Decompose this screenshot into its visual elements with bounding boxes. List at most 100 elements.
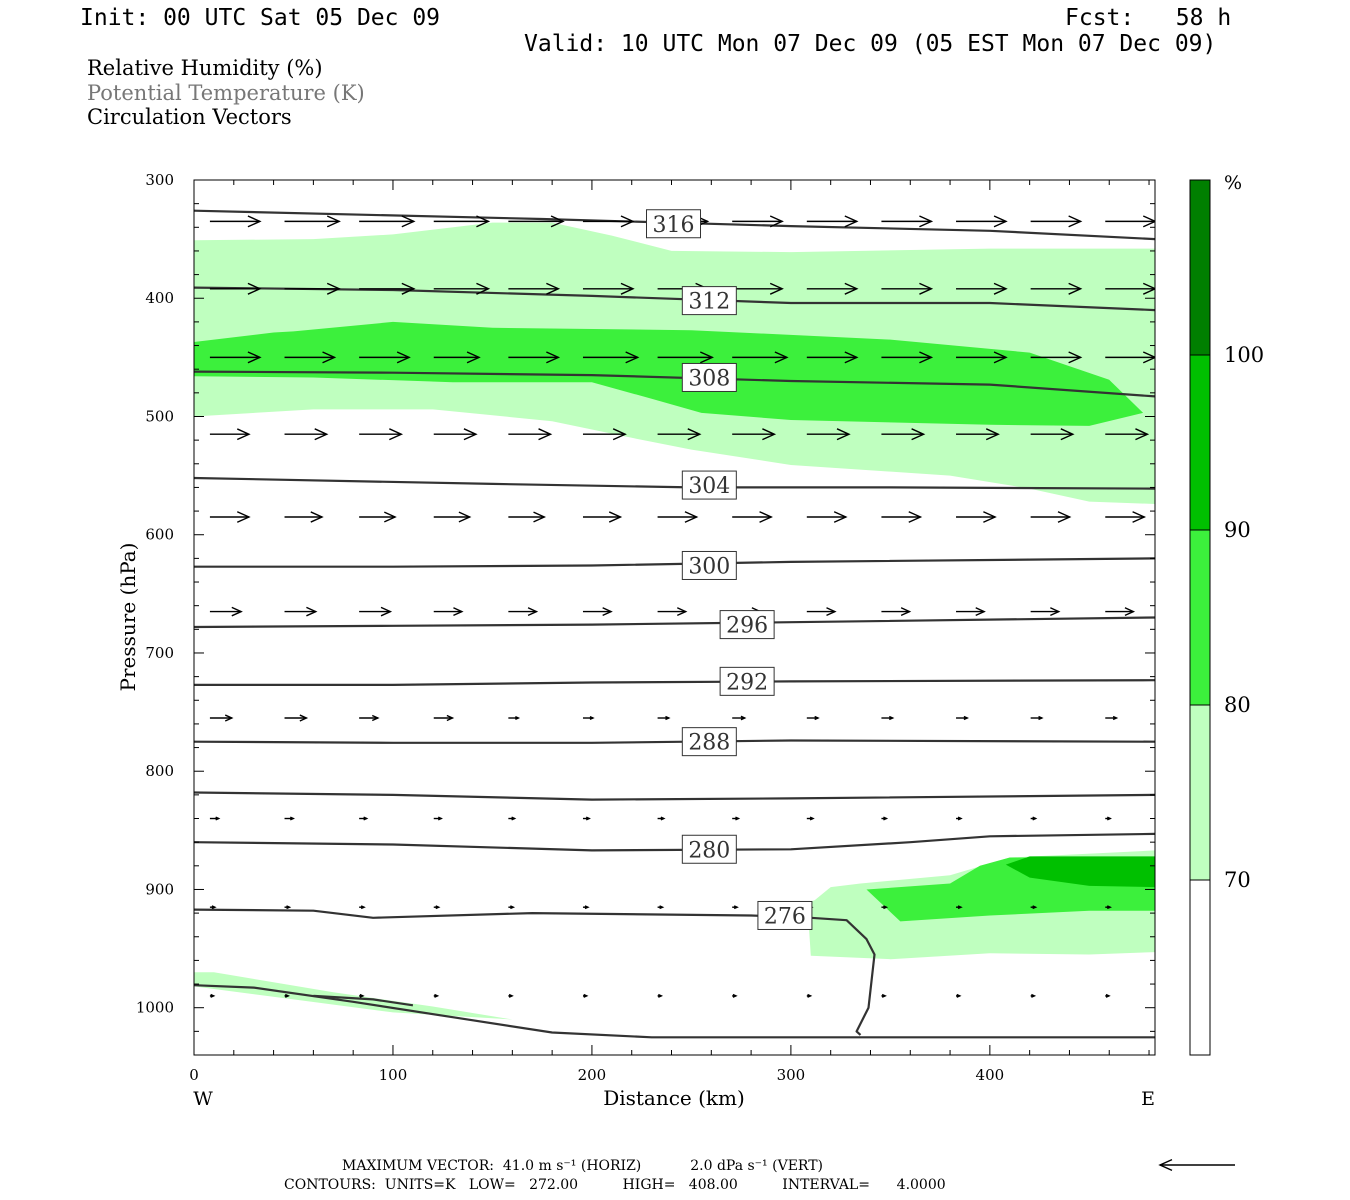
vector-r4-c6: [657, 511, 699, 523]
vector-r0-c5: [582, 215, 635, 228]
vector-r1-c10: [956, 282, 1008, 295]
theta-label-300: 300: [688, 554, 730, 579]
footer-max-vector: MAXIMUM VECTOR: 41.0 m s⁻¹ (HORIZ) 2.0 d…: [342, 1158, 824, 1174]
vector-r9-c1: [284, 993, 290, 998]
reference-vector-arrow: [1158, 1158, 1235, 1172]
vector-r7-c9: [881, 816, 889, 821]
vector-r9-c2: [359, 993, 365, 998]
colorbar-seg-3: [1189, 354, 1211, 531]
vector-r1-c7: [732, 282, 784, 295]
vector-r6-c7: [732, 715, 747, 721]
vector-r1-c0: [209, 282, 262, 295]
theta-label-304: 304: [688, 474, 730, 499]
theta-label-288: 288: [688, 731, 730, 756]
vector-r7-c7: [732, 816, 741, 821]
rh-region-70-5: [194, 972, 513, 1020]
theta-contour-300-4: [194, 557, 1155, 568]
vector-r5-c10: [956, 607, 986, 617]
y-tick-label-400: 400: [145, 289, 174, 307]
vector-r2-c3: [433, 351, 481, 364]
vector-r6-c6: [657, 715, 671, 721]
vector-r9-c9: [881, 993, 887, 998]
vector-r2-c4: [508, 351, 561, 364]
colorbar-unit: %: [1224, 172, 1242, 194]
vector-r9-c4: [508, 993, 514, 998]
vector-r0-c8: [806, 215, 859, 228]
theta-label-box-292: [719, 666, 775, 696]
vector-r3-c4: [508, 428, 553, 441]
contour-label-layer: 316 312 308 304 300 296 292 288 280 276: [646, 209, 813, 930]
vector-r3-c11: [1030, 428, 1075, 441]
vector-r2-c5: [582, 351, 640, 364]
rh-region-90-4: [1005, 856, 1155, 888]
vector-r2-c1: [284, 351, 337, 364]
vector-r7-c11: [1030, 816, 1038, 821]
y-tick-label-700: 700: [145, 644, 174, 662]
vector-r7-c5: [582, 816, 591, 821]
vector-r0-c11: [1030, 215, 1083, 228]
footer-contours: CONTOURS: UNITS=K LOW= 272.00 HIGH= 408.…: [284, 1177, 946, 1193]
x-axis-title: Distance (km): [603, 1086, 745, 1110]
vector-r1-c8: [806, 282, 859, 295]
vector-r1-c1: [284, 282, 341, 295]
vector-r7-c2: [359, 816, 369, 821]
y-tick-label-500: 500: [145, 407, 174, 425]
vector-r5-c4: [508, 607, 539, 617]
vector-r4-c0: [209, 511, 251, 523]
vector-r8-c1: [284, 905, 292, 910]
vector-r2-c2: [359, 351, 411, 364]
legend-rh: Relative Humidity (%): [87, 56, 323, 80]
init-time: Init: 00 UTC Sat 05 Dec 09: [80, 5, 441, 31]
vector-r3-c12: [1105, 428, 1150, 441]
reference-vector: [1158, 1158, 1235, 1172]
vector-r5-c8: [806, 607, 837, 617]
vector-r7-c4: [508, 816, 517, 821]
colorbar-seg-4: [1189, 179, 1211, 356]
vector-layer: [209, 215, 1155, 998]
x-tick-label-100: 100: [379, 1066, 408, 1084]
vector-r0-c7: [732, 215, 784, 228]
vector-r0-c3: [433, 215, 491, 228]
vector-r2-c7: [732, 351, 789, 364]
vector-r9-c5: [582, 993, 589, 998]
vector-r9-c10: [956, 993, 962, 998]
vector-r0-c10: [956, 215, 1008, 228]
vector-r5-c9: [881, 607, 912, 617]
vector-r8-c4: [508, 905, 516, 910]
x-end-label-west: W: [193, 1088, 213, 1110]
vector-r9-c7: [732, 993, 738, 998]
vector-r2-c10: [956, 351, 1008, 364]
vector-r7-c1: [284, 816, 295, 821]
theta-label-box-312: [681, 286, 737, 316]
y-tick-label-800: 800: [145, 762, 174, 780]
theta-contour-296-5: [194, 616, 1155, 629]
x-tick-label-400: 400: [976, 1066, 1005, 1084]
theta-label-292: 292: [726, 670, 768, 695]
theta-label-280: 280: [688, 838, 730, 863]
vector-r4-c10: [956, 511, 997, 523]
x-tick-label-200: 200: [578, 1066, 607, 1084]
vector-r9-c12: [1105, 993, 1111, 998]
vector-r4-c3: [433, 511, 472, 523]
rh-region-80-1: [194, 321, 1144, 426]
vector-r7-c10: [956, 816, 963, 821]
vector-r6-c9: [881, 715, 895, 721]
theta-label-box-280: [681, 834, 737, 864]
colorbar-label-70: 70: [1224, 868, 1251, 892]
vector-r4-c9: [881, 511, 923, 523]
vector-r7-c12: [1105, 816, 1112, 821]
vector-r5-c1: [284, 606, 318, 617]
vector-r4-c4: [508, 511, 547, 523]
vector-r1-c5: [582, 282, 635, 295]
vector-r8-c2: [359, 905, 366, 910]
vector-r6-c11: [1030, 715, 1044, 721]
vector-r8-c11: [1030, 905, 1038, 910]
theta-contour-316-0: [194, 209, 1155, 241]
axes-layer: 300 400 500 600 700 800 900 1000 0 100 200 300 400 W E…: [116, 171, 1155, 1110]
vector-r9-c11: [1030, 993, 1037, 998]
vector-r7-c8: [806, 816, 815, 821]
vector-r4-c1: [284, 511, 324, 523]
vector-r6-c0: [209, 714, 234, 722]
vector-r3-c6: [657, 428, 702, 441]
y-axis-title: Pressure (hPa): [116, 543, 140, 692]
